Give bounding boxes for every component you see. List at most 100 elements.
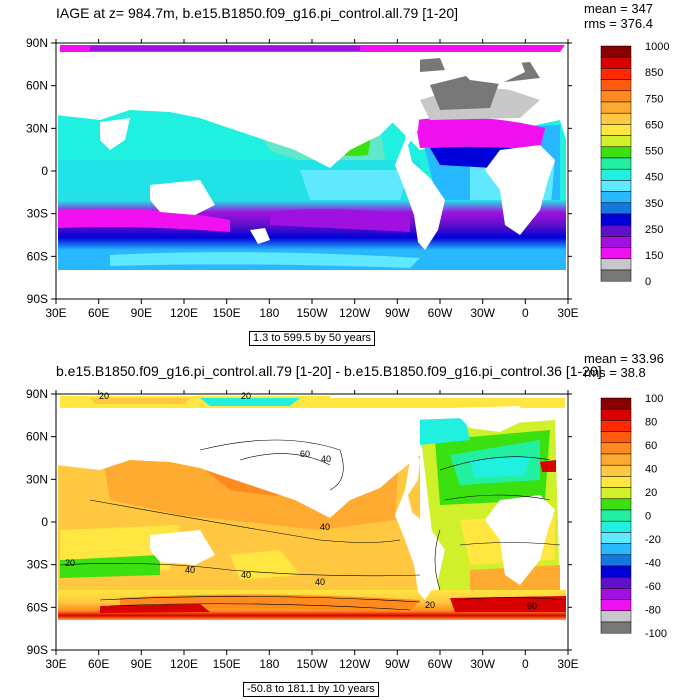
top-colorbar-swatch [600,247,632,260]
top-colorbar-label: 150 [645,250,663,262]
bottom-colorbar-swatch [600,453,632,466]
top-map [56,40,568,299]
bottom-colorbar-swatch [600,509,632,522]
top-colorbar-swatch [600,157,632,170]
bottom-x-tick-label: 30E [557,657,578,671]
top-colorbar-label: 250 [645,224,663,236]
bottom-colorbar-swatch [600,498,632,511]
top-x-tick-label: 90W [385,306,410,320]
bottom-colorbar-swatch [600,599,632,612]
top-colorbar-swatch [600,269,632,282]
top-y-tick-label: 30S [27,207,48,221]
bottom-map [56,394,568,650]
top-y-tick-label: 30N [26,121,48,135]
bottom-colorbar-swatch [600,476,632,488]
contour-label: 40 [320,522,330,532]
contour-label: 40 [241,570,251,580]
contour-label: 40 [185,565,195,575]
bottom-colorbar-label: 20 [645,487,657,499]
bottom-colorbar-swatch [600,554,632,567]
top-x-tick-label: 30W [470,306,495,320]
bottom-colorbar-swatch [600,431,632,444]
bottom-x-tick-label: 150E [213,657,241,671]
bottom-panel-title: b.e15.B1850.f09_g16.pi_control.all.79 [1… [56,363,602,379]
bottom-colorbar-swatch [600,442,632,455]
top-colorbar-swatch [600,236,632,248]
bottom-colorbar-label: -40 [645,558,661,570]
top-colorbar-swatch [600,56,632,69]
top-colorbar-label: 550 [645,146,663,158]
bottom-x-tick-label: 60W [428,657,453,671]
top-y-tick-label: 60S [27,249,48,263]
top-y-tick-label: 90N [26,36,48,50]
bottom-y-tick-label: 30S [27,558,48,572]
contour-label: 40 [321,454,331,464]
top-colorbar-swatch [600,45,632,58]
contour-label: 20 [99,391,109,401]
bottom-x-tick-label: 90E [131,657,152,671]
top-colorbar-swatch [600,258,632,271]
contour-label: 20 [65,558,75,568]
contour-label: 20 [425,600,435,610]
top-colorbar-swatch [600,213,632,226]
top-panel-title: IAGE at z= 984.7m, b.e15.B1850.f09_g16.p… [56,5,458,21]
bottom-range-box: -50.8 to 181.1 by 10 years [243,682,379,697]
contour-label: 60 [300,449,310,459]
top-x-tick-label: 30E [45,306,66,320]
top-y-tick-label: 60N [26,79,48,93]
bottom-colorbar-label: -20 [645,534,661,546]
bottom-colorbar-label: 0 [645,511,651,523]
top-range-box: 1.3 to 599.5 by 50 years [249,331,376,346]
top-colorbar-swatch [600,68,632,80]
bottom-colorbar-label: -100 [645,628,667,640]
bottom-x-tick-label: 180 [259,657,279,671]
top-x-tick-label: 90E [131,306,152,320]
bottom-colorbar-label: 80 [645,417,657,429]
bottom-colorbar-label: -80 [645,605,661,617]
bottom-colorbar-swatch [600,408,632,421]
top-colorbar-label: 350 [645,198,663,210]
bottom-y-tick-label: 60S [27,600,48,614]
bottom-colorbar-swatch [600,565,632,578]
bottom-colorbar-swatch [600,397,632,410]
bottom-rms-label: rms = 38.8 [584,365,646,380]
bottom-colorbar-label: 40 [645,464,657,476]
contour-label: 40 [315,577,325,587]
bottom-x-tick-label: 150W [296,657,328,671]
top-colorbar-label: 450 [645,172,663,184]
bottom-x-tick-label: 0 [522,657,529,671]
top-x-tick-label: 150W [296,306,328,320]
contour-label: 20 [241,391,251,401]
bottom-colorbar-label: 100 [645,393,663,405]
top-colorbar-swatch [600,79,632,92]
bottom-x-tick-label: 120E [170,657,198,671]
bottom-y-tick-label: 0 [41,515,48,529]
top-colorbar-swatch [600,168,632,181]
bottom-colorbar-swatch [600,520,632,533]
top-colorbar-swatch [600,101,632,114]
bottom-colorbar-label: 60 [645,440,657,452]
top-x-tick-label: 60W [428,306,453,320]
top-colorbar-swatch [600,112,632,125]
top-colorbar-swatch [600,90,632,103]
top-y-tick-label: 90S [27,292,48,306]
top-mean-label: mean = 347 [584,1,654,16]
top-x-tick-label: 120E [170,306,198,320]
top-colorbar-swatch [600,146,632,159]
top-colorbar-swatch [600,191,632,204]
bottom-x-tick-label: 120W [339,657,371,671]
top-colorbar-label: 750 [645,93,663,105]
top-rms-label: rms = 376.4 [584,16,654,31]
bottom-x-tick-label: 30E [45,657,66,671]
bottom-colorbar-swatch [600,576,632,589]
top-colorbar-label: 1000 [645,41,669,53]
top-x-tick-label: 60E [88,306,109,320]
bottom-x-tick-label: 90W [385,657,410,671]
top-x-tick-label: 30E [557,306,578,320]
top-colorbar-swatch [600,180,632,192]
bottom-colorbar-swatch [600,543,632,556]
contour-label: 60 [527,601,537,611]
bottom-colorbar-swatch [600,487,632,500]
top-colorbar-swatch [600,202,632,215]
